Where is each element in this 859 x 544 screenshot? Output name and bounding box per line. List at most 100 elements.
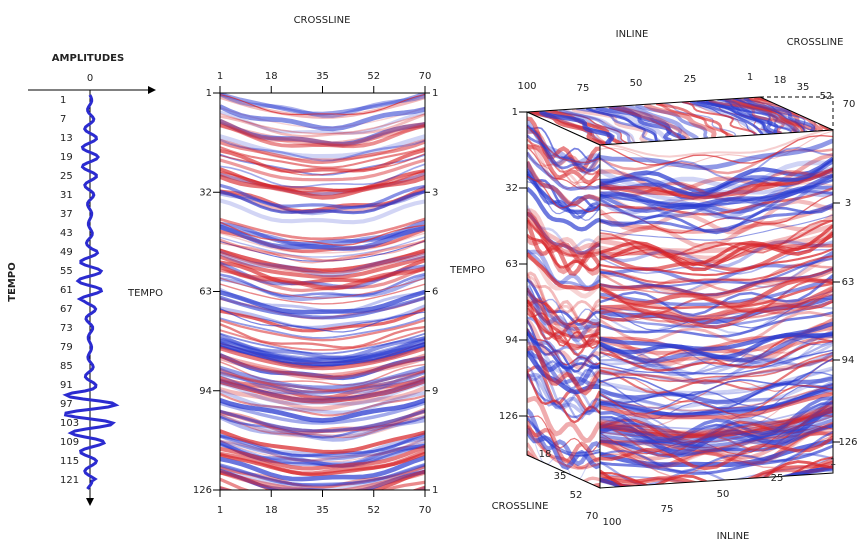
reflector [527,162,600,217]
reflector [600,156,833,196]
bottom-tick-label: 35 [316,505,329,516]
reflector [600,409,833,458]
bottom-tick-label: 70 [419,505,432,516]
reflector [220,173,425,193]
reflector [220,142,425,162]
cube-bottom-tick: 18 [539,449,552,460]
reflector [600,355,833,387]
trace-tick-label: 25 [60,171,73,182]
bottom-tick-label: 52 [367,505,380,516]
reflector [527,329,600,384]
reflector [527,135,600,195]
cube-bottom-tick: 25 [771,473,784,484]
reflector [600,131,833,171]
reflector [527,212,600,264]
reflector [723,99,808,133]
reflector [220,114,425,134]
reflector [600,358,833,400]
trace-tick-label: 1 [60,95,66,106]
reflector [600,342,833,380]
reflector [527,288,600,340]
reflector [220,171,425,192]
reflector [220,377,425,398]
reflector [527,175,600,233]
reflector [527,271,600,332]
zero-label: 0 [87,73,93,84]
reflector [220,438,425,460]
reflector [561,109,649,143]
reflector [220,417,425,438]
reflector [527,336,600,390]
trace-tick-label: 7 [60,114,66,125]
cube-top-tick: 52 [820,91,833,102]
reflector [527,309,600,359]
reflector [220,249,425,271]
reflector [220,416,425,436]
reflector [600,233,833,276]
reflector [527,274,600,327]
cube-top-tick: 35 [797,82,810,93]
reflector [527,286,600,350]
reflector [220,107,425,129]
reflector [220,380,425,400]
reflector [715,99,804,133]
right-tick-label: 6 [432,287,438,298]
cube-bottom-tick: 52 [570,490,583,501]
reflector [600,161,833,201]
trace-tick-label: 97 [60,399,73,410]
left-tick-label: 1 [206,88,212,99]
reflector [600,257,833,293]
reflector [220,330,425,350]
reflector [600,398,833,444]
section-image [220,93,425,502]
reflector [641,104,731,138]
reflector [220,253,425,273]
reflector [220,440,425,461]
reflector [220,381,425,401]
reflector [220,400,425,420]
reflector [220,241,425,261]
reflector [732,98,818,132]
left-tick-label: 63 [199,287,212,298]
reflector [527,153,600,204]
reflector [220,112,425,133]
reflector [220,266,425,288]
reflector [220,368,425,388]
reflector [220,150,425,171]
reflector [600,176,833,213]
reflector [220,253,425,275]
reflector [220,375,425,398]
reflector [600,338,833,378]
reflector [600,400,833,448]
reflector [220,479,425,502]
reflector [586,107,673,141]
reflector [535,110,630,144]
reflector [558,109,646,143]
cube-left [527,112,601,489]
reflector [600,180,833,212]
reflector [527,252,600,308]
labels: AMPLITUDES0TEMPO171319253137434955616773… [7,15,858,542]
reflector [220,451,425,473]
reflector [600,353,833,387]
reflector [738,97,829,131]
reflector [220,297,425,317]
reflector [220,435,425,458]
reflector [600,255,833,290]
right-tick-label: 1 [432,485,438,496]
cube-bottom-tick: 70 [586,511,599,522]
reflector [661,102,749,136]
reflector [220,338,425,358]
reflector [596,106,691,140]
reflector [220,441,425,462]
cube-right-tick: 3 [845,198,851,209]
trace-tick-label: 67 [60,304,73,315]
reflector [600,464,833,499]
cube-left-tick: 94 [505,335,518,346]
reflector [527,267,600,335]
cube-bottom-tick: 35 [554,471,567,482]
reflector [600,432,833,477]
reflector [721,98,815,132]
trace-tick-label: 43 [60,228,73,239]
reflector [527,431,600,481]
